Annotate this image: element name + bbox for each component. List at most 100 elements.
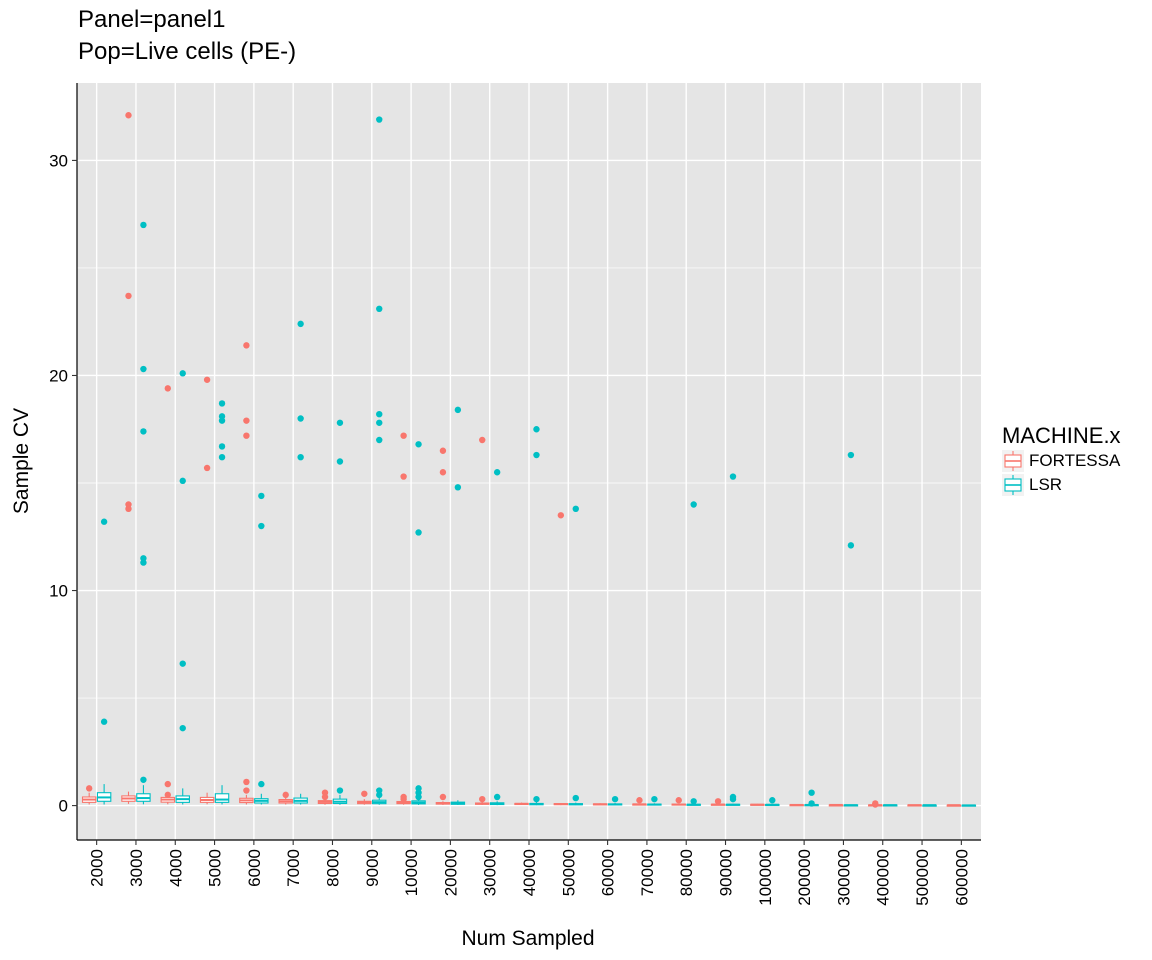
outlier-point-fortessa: [85, 785, 93, 792]
outlier-point-lsr: [533, 451, 540, 459]
box-fortessa: [671, 797, 686, 806]
x-tick-label: 8000: [323, 849, 342, 887]
chart-title-line-1: Panel=panel1: [78, 6, 226, 33]
outlier-point-lsr: [336, 787, 344, 794]
outlier-point-lsr: [415, 529, 422, 536]
box-lsr: [725, 473, 741, 806]
outlier-point-lsr: [140, 559, 147, 566]
box-lsr: [411, 441, 426, 805]
box-lsr: [961, 804, 977, 807]
x-tick-label: 40000: [520, 849, 539, 896]
outlier-point-lsr: [218, 400, 226, 407]
box-lsr: [922, 804, 937, 807]
outlier-point-fortessa: [243, 778, 250, 786]
outlier-point-fortessa: [243, 342, 250, 349]
outlier-point-fortessa: [243, 787, 250, 794]
outlier-point-lsr: [415, 793, 422, 801]
outlier-point-lsr: [690, 798, 697, 805]
outlier-point-lsr: [847, 451, 855, 459]
x-axis-label: Num Sampled: [461, 927, 594, 950]
outlier-point-lsr: [376, 791, 383, 799]
x-tick-label: 200000: [795, 849, 814, 906]
box-lsr: [254, 492, 269, 805]
outlier-point-lsr: [140, 428, 147, 435]
box-fortessa: [828, 803, 844, 807]
outlier-point-lsr: [297, 453, 304, 461]
outlier-point-lsr: [218, 453, 226, 461]
box-lsr: [450, 406, 466, 805]
outlier-point-fortessa: [439, 469, 447, 476]
x-tick-label: 7000: [284, 849, 303, 887]
box-series: [81, 112, 977, 808]
chart-title-line-2: Pop=Live cells (PE-): [78, 38, 297, 65]
outlier-point-fortessa: [675, 797, 682, 804]
box-lsr: [647, 795, 662, 806]
outlier-point-lsr: [808, 789, 815, 796]
outlier-point-fortessa: [164, 791, 171, 799]
outlier-point-lsr: [258, 492, 265, 500]
outlier-point-lsr: [572, 794, 579, 802]
box-fortessa: [946, 804, 962, 807]
legend-label-lsr: LSR: [1029, 475, 1063, 494]
outlier-point-fortessa: [203, 376, 211, 383]
outlier-point-lsr: [100, 718, 108, 725]
outlier-point-fortessa: [125, 112, 132, 119]
box-fortessa: [160, 385, 176, 805]
box-fortessa: [750, 803, 765, 806]
outlier-point-lsr: [140, 221, 147, 229]
y-axis-label: Sample CV: [10, 408, 33, 514]
y-tick-label: 20: [49, 366, 68, 385]
x-tick-label: 500000: [913, 849, 932, 906]
outlier-point-fortessa: [164, 780, 171, 788]
box-fortessa: [592, 803, 608, 806]
y-tick-label: 30: [49, 151, 68, 170]
y-ticks: 0 10 20 30: [49, 151, 77, 816]
outlier-point-lsr: [258, 780, 265, 788]
box-lsr: [214, 400, 230, 805]
x-tick-label: 10000: [402, 849, 421, 896]
outlier-point-lsr: [258, 522, 265, 530]
box-fortessa: [239, 342, 254, 805]
x-ticks: 2000 3000 4000 5000 6000 7000 8000 9000 10000 200…: [88, 840, 971, 906]
box-lsr: [96, 518, 112, 805]
outlier-point-lsr: [100, 518, 108, 525]
box-fortessa: [868, 800, 883, 808]
box-fortessa: [789, 803, 804, 807]
box-lsr: [882, 804, 898, 807]
box-lsr: [175, 370, 190, 805]
outlier-point-lsr: [493, 469, 501, 476]
box-fortessa: [199, 376, 215, 805]
outlier-point-fortessa: [557, 512, 565, 519]
box-fortessa: [907, 804, 922, 807]
x-tick-label: 9000: [363, 849, 382, 887]
grid-lines: [77, 83, 981, 840]
outlier-point-lsr: [179, 660, 186, 667]
outlier-point-fortessa: [243, 432, 250, 439]
outlier-point-lsr: [218, 417, 226, 424]
outlier-point-lsr: [297, 415, 304, 422]
box-lsr: [607, 795, 623, 806]
x-tick-label: 400000: [874, 849, 893, 906]
outlier-point-fortessa: [125, 292, 132, 300]
outlier-point-fortessa: [872, 801, 879, 808]
outlier-point-lsr: [376, 116, 383, 123]
box-lsr: [136, 221, 151, 805]
x-tick-label: 70000: [638, 849, 657, 896]
box-lsr: [293, 320, 308, 805]
x-tick-label: 50000: [559, 849, 578, 896]
x-tick-label: 600000: [952, 849, 971, 906]
outlier-point-fortessa: [636, 797, 643, 804]
legend-title: MACHINE.x: [1002, 423, 1121, 448]
outlier-point-lsr: [336, 458, 344, 465]
box-lsr: [843, 451, 859, 807]
outlier-point-lsr: [140, 776, 147, 783]
outlier-point-lsr: [454, 406, 462, 414]
x-tick-label: 6000: [245, 849, 264, 887]
box-fortessa: [278, 791, 293, 805]
box-lsr: [568, 505, 584, 806]
x-tick-label: 4000: [166, 849, 185, 887]
outlier-point-fortessa: [282, 791, 289, 799]
box-lsr: [332, 419, 348, 805]
x-tick-label: 60000: [599, 849, 618, 896]
